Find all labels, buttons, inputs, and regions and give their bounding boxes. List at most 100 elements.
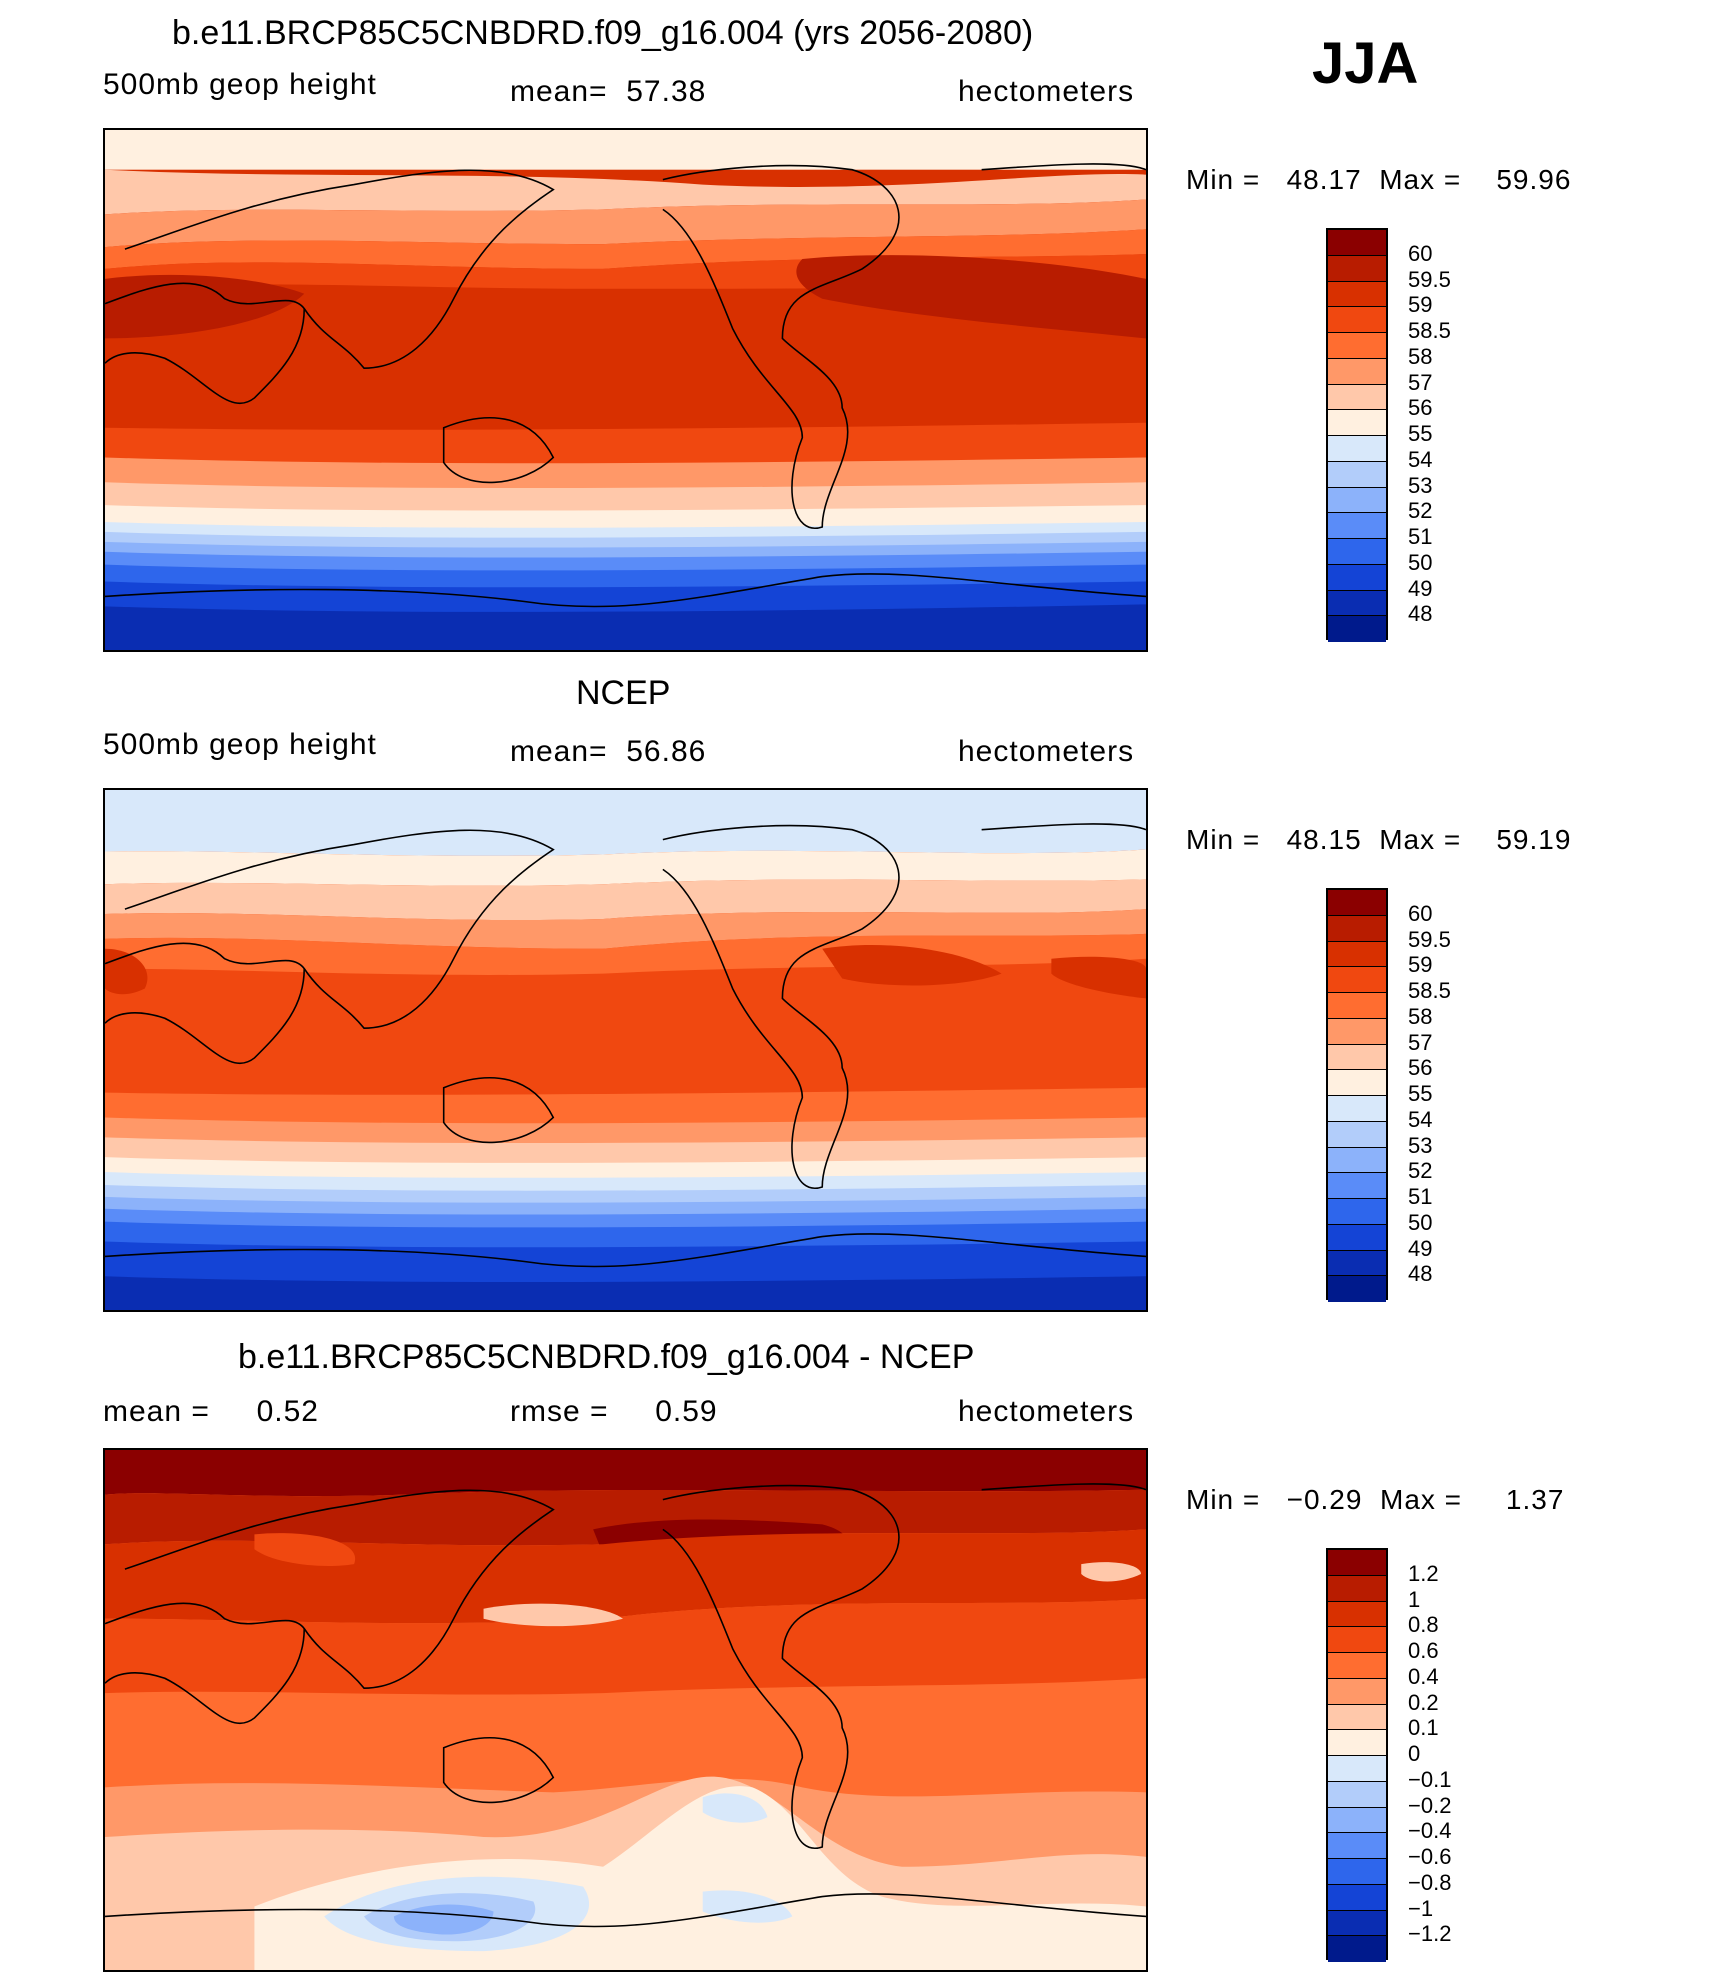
colorbar-tick-label: −1.2 [1408, 1921, 1452, 1947]
colorbar-tick-label: 50 [1408, 1209, 1433, 1235]
colorbar-tick-label: 48 [1408, 601, 1433, 627]
colorbar-swatch [1328, 590, 1386, 617]
colorbar-swatch [1328, 1601, 1386, 1628]
colorbar-swatch [1328, 1807, 1386, 1834]
panel1-colorbar [1326, 228, 1388, 642]
colorbar-swatch [1328, 915, 1386, 942]
colorbar-swatch [1328, 616, 1386, 642]
colorbar-swatch [1328, 1121, 1386, 1148]
colorbar-tick-label: 52 [1408, 498, 1433, 524]
colorbar-swatch [1328, 1276, 1386, 1302]
colorbar-swatch [1328, 307, 1386, 333]
colorbar-swatch [1328, 1781, 1386, 1808]
colorbar-swatch [1328, 1173, 1386, 1199]
colorbar-tick-label: 60 [1408, 900, 1433, 926]
colorbar-swatch [1328, 539, 1386, 565]
colorbar-tick-label: 55 [1408, 421, 1433, 446]
colorbar-tick-label: 0.1 [1408, 1715, 1439, 1741]
colorbar-tick-label: 49 [1408, 575, 1433, 601]
panel3-min-max: Min = −0.29 Max = 1.37 [1186, 1484, 1565, 1515]
season-label: JJA [1312, 31, 1419, 96]
colorbar-tick-label: 58 [1408, 343, 1433, 369]
colorbar-swatch [1328, 967, 1386, 993]
colorbar-tick-label: 59.5 [1408, 926, 1451, 952]
colorbar-tick-label: −0.2 [1408, 1792, 1452, 1818]
panel3-title: b.e11.BRCP85C5CNBDRD.f09_g16.004 - NCEP [238, 1338, 975, 1376]
colorbar-tick-label: −0.8 [1408, 1869, 1452, 1895]
colorbar-tick-label: 1.2 [1408, 1560, 1439, 1586]
panel2-mean: mean= 56.86 [510, 735, 707, 768]
colorbar-swatch [1328, 1756, 1386, 1782]
colorbar-swatch [1328, 358, 1386, 385]
colorbar-swatch [1328, 1627, 1386, 1653]
colorbar-swatch [1328, 941, 1386, 968]
colorbar-swatch [1328, 1833, 1386, 1859]
panel2-colorbar [1326, 888, 1388, 1302]
colorbar-tick-label: 59.5 [1408, 266, 1451, 292]
colorbar-swatch [1328, 1884, 1386, 1911]
colorbar-swatch [1328, 1936, 1386, 1962]
colorbar-tick-label: 58.5 [1408, 978, 1451, 1003]
panel1-units: hectometers [958, 75, 1135, 108]
panel1-min-max: Min = 48.17 Max = 59.96 [1186, 164, 1572, 195]
panel1-mean: mean= 57.38 [510, 75, 707, 108]
colorbar-swatch [1328, 1550, 1386, 1576]
colorbar-swatch [1328, 1044, 1386, 1071]
colorbar-tick-label: 56 [1408, 1055, 1433, 1081]
colorbar-swatch [1328, 255, 1386, 282]
colorbar-tick-label: 60 [1408, 240, 1433, 266]
colorbar-swatch [1328, 230, 1386, 256]
colorbar-swatch [1328, 1575, 1386, 1602]
colorbar-tick-label: 52 [1408, 1158, 1433, 1184]
colorbar-swatch [1328, 1859, 1386, 1885]
panel2-variable: 500mb geop height [103, 728, 377, 761]
panel2-min-max: Min = 48.15 Max = 59.19 [1186, 824, 1572, 855]
colorbar-tick-label: 59 [1408, 292, 1433, 318]
colorbar-tick-label: 53 [1408, 472, 1433, 498]
colorbar-tick-label: 0.8 [1408, 1612, 1439, 1638]
panel3-rmse: rmse = 0.59 [510, 1395, 718, 1428]
panel1-variable: 500mb geop height [103, 68, 377, 101]
colorbar-swatch [1328, 1199, 1386, 1225]
colorbar-swatch [1328, 1018, 1386, 1045]
colorbar-tick-label: 57 [1408, 1029, 1433, 1055]
panel2-title: NCEP [576, 674, 671, 712]
colorbar-swatch [1328, 1096, 1386, 1122]
colorbar-tick-label: 55 [1408, 1081, 1433, 1106]
colorbar-swatch [1328, 487, 1386, 514]
colorbar-swatch [1328, 1704, 1386, 1731]
colorbar-tick-label: −0.4 [1408, 1818, 1452, 1844]
colorbar-swatch [1328, 1224, 1386, 1251]
colorbar-swatch [1328, 1070, 1386, 1096]
colorbar-swatch [1328, 564, 1386, 591]
colorbar-tick-label: 58 [1408, 1003, 1433, 1029]
colorbar-tick-label: −0.6 [1408, 1844, 1452, 1869]
panel3-colorbar [1326, 1548, 1388, 1962]
colorbar-swatch [1328, 1678, 1386, 1705]
colorbar-swatch [1328, 993, 1386, 1019]
panel3-contour-map [105, 1450, 1146, 1970]
colorbar-swatch [1328, 1910, 1386, 1937]
panel2-map [103, 788, 1148, 1312]
panel1-map [103, 128, 1148, 652]
colorbar-tick-label: 54 [1408, 446, 1433, 472]
colorbar-tick-label: 49 [1408, 1235, 1433, 1261]
colorbar-swatch [1328, 1653, 1386, 1679]
colorbar-tick-label: 51 [1408, 524, 1433, 549]
colorbar-swatch [1328, 461, 1386, 488]
colorbar-swatch [1328, 436, 1386, 462]
colorbar-tick-label: −0.1 [1408, 1766, 1452, 1792]
colorbar-tick-label: 0 [1408, 1741, 1421, 1766]
colorbar-tick-label: 48 [1408, 1261, 1433, 1287]
colorbar-swatch [1328, 1250, 1386, 1277]
colorbar-tick-label: 58.5 [1408, 318, 1451, 343]
colorbar-swatch [1328, 384, 1386, 411]
panel3-units: hectometers [958, 1395, 1135, 1428]
colorbar-swatch [1328, 281, 1386, 308]
colorbar-swatch [1328, 410, 1386, 436]
panel1-title: b.e11.BRCP85C5CNBDRD.f09_g16.004 (yrs 20… [172, 14, 1034, 52]
panel3-map [103, 1448, 1148, 1972]
colorbar-tick-label: 0.6 [1408, 1638, 1439, 1663]
colorbar-tick-label: 54 [1408, 1106, 1433, 1132]
panel1-contour-map [105, 130, 1146, 650]
